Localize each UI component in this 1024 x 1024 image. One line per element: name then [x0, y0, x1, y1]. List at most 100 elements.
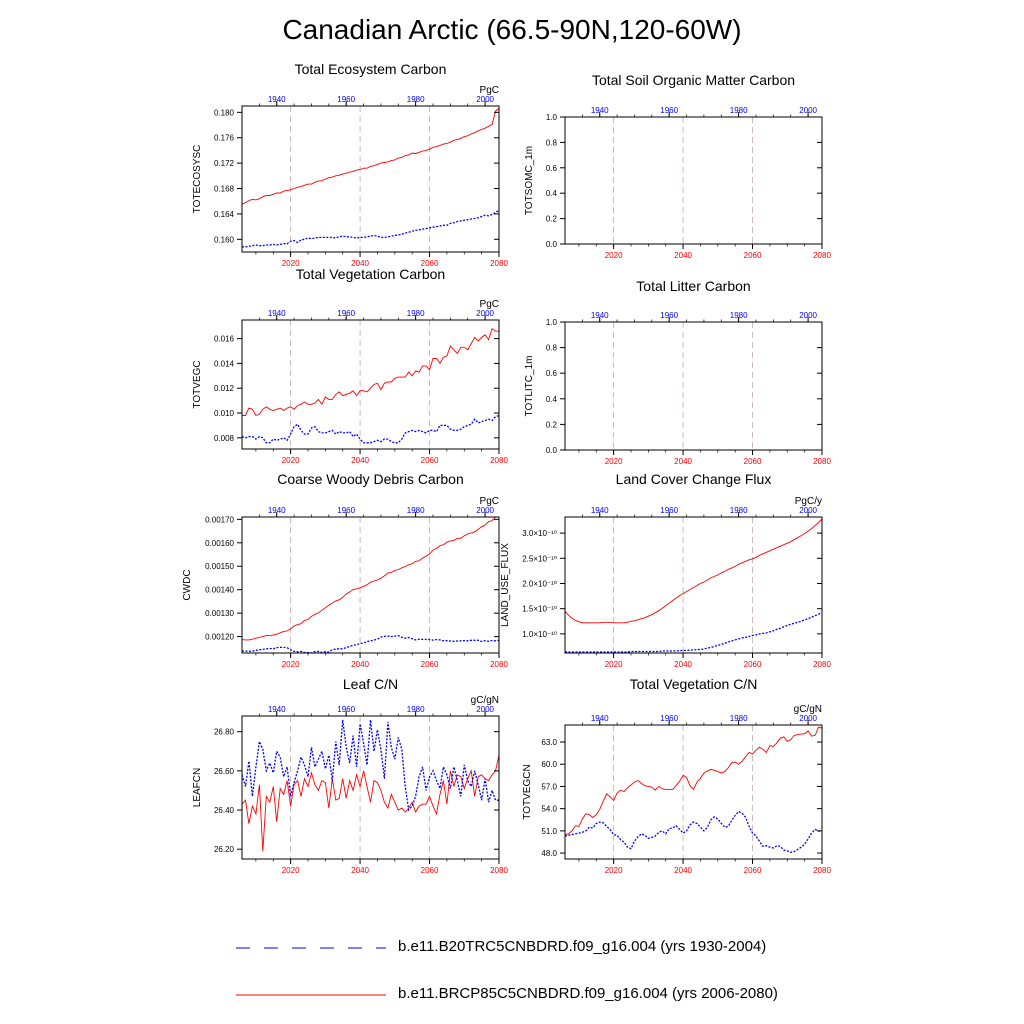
luf-hist-series	[565, 612, 823, 653]
totvegcn-top-tick-label: 1940	[591, 714, 609, 723]
luf-bottom-tick-label: 2080	[813, 660, 831, 669]
tec-y-tick-label: 0.168	[214, 185, 235, 194]
totvegcn-hist-series	[564, 810, 823, 853]
tec-bottom-tick-label: 2020	[282, 259, 300, 268]
vegc-y-tick-label: 0.010	[214, 409, 235, 418]
tec-top-tick-label: 1980	[407, 95, 425, 104]
vegc-bottom-tick-label: 2020	[282, 456, 300, 465]
somc-bottom-tick-label: 2060	[744, 251, 762, 260]
litc-bottom-tick-label: 2020	[605, 457, 623, 466]
totvegcn-bottom-tick-label: 2040	[674, 866, 692, 875]
totvegcn-bottom-tick-label: 2020	[605, 866, 623, 875]
leafcn-top-tick-label: 2000	[476, 705, 494, 714]
vegc-plot-frame	[241, 319, 500, 450]
tec-bottom-tick-label: 2040	[351, 259, 369, 268]
litc-title: Total Litter Carbon	[636, 278, 750, 294]
totvegcn-bottom-tick-label: 2080	[813, 866, 831, 875]
cwdc-bottom-tick-label: 2020	[282, 660, 300, 669]
totvegcn-y-tick-label: 51.0	[541, 827, 557, 836]
litc-y-tick-label: 0.6	[546, 369, 558, 378]
totvegcn-y-tick-label: 48.0	[541, 849, 557, 858]
totvegcn-y-tick-label: 60.0	[541, 760, 557, 769]
legend-swatches	[236, 947, 386, 996]
cwdc-y-tick-label: 0.00160	[205, 539, 234, 548]
somc-y-tick-label: 0.2	[546, 215, 558, 224]
leafcn-y-tick-label: 26.80	[214, 728, 235, 737]
totvegcn-y-tick-label: 63.0	[541, 738, 557, 747]
luf-y-tick-label: 2.5×10⁻¹⁰	[522, 554, 557, 563]
leafcn-y-tick-label: 26.40	[214, 806, 235, 815]
totvegcn-bottom-tick-label: 2060	[744, 866, 762, 875]
litc-y-axis-label: TOTLITC_1m	[524, 356, 535, 417]
totvegcn-top-tick-label: 2000	[799, 714, 817, 723]
somc-top-tick-label: 1940	[591, 106, 609, 115]
litc-bottom-tick-label: 2080	[813, 457, 831, 466]
tec-y-tick-label: 0.164	[214, 210, 235, 219]
tec-plot-frame	[241, 105, 500, 253]
vegc-top-tick-label: 2000	[476, 309, 494, 318]
vegc-y-axis-label: TOTVEGC	[192, 360, 203, 408]
vegc-bottom-tick-label: 2080	[490, 456, 508, 465]
leafcn-plot-frame	[241, 715, 500, 860]
cwdc-y-tick-label: 0.00140	[205, 586, 234, 595]
leafcn-y-tick-label: 26.20	[214, 845, 235, 854]
cwdc-future-series	[241, 516, 499, 641]
somc-bottom-tick-label: 2040	[674, 251, 692, 260]
tec-hist-series	[242, 209, 500, 248]
luf-y-tick-label: 3.0×10⁻¹⁰	[522, 529, 557, 538]
tec-bottom-tick-label: 2060	[421, 259, 439, 268]
litc-y-tick-label: 0.0	[546, 446, 558, 455]
luf-top-tick-label: 2000	[799, 506, 817, 515]
luf-top-tick-label: 1980	[730, 506, 748, 515]
luf-y-axis-label: LAND_USE_FLUX	[500, 543, 511, 627]
somc-title: Total Soil Organic Matter Carbon	[592, 72, 795, 88]
vegc-units: PgC	[480, 299, 499, 310]
totvegcn-y-axis-label: TOTVEGCN	[522, 764, 533, 819]
litc-y-tick-label: 0.2	[546, 420, 558, 429]
litc-top-tick-label: 1960	[660, 311, 678, 320]
leafcn-bottom-tick-label: 2080	[490, 866, 508, 875]
tec-y-axis-label: TOTECOSYSC	[192, 145, 203, 214]
somc-bottom-tick-label: 2020	[605, 251, 623, 260]
luf-y-tick-label: 2.0×10⁻¹⁰	[522, 579, 557, 588]
somc-y-tick-label: 0.4	[546, 189, 558, 198]
vegc-future-series	[242, 327, 499, 417]
leafcn-top-tick-label: 1980	[407, 705, 425, 714]
somc-plot-frame	[564, 116, 823, 245]
vegc-y-tick-label: 0.008	[214, 434, 235, 443]
vegc-y-tick-label: 0.016	[214, 335, 235, 344]
litc-y-tick-label: 0.8	[546, 344, 558, 353]
luf-units: PgC/y	[795, 496, 822, 507]
somc-top-tick-label: 1980	[730, 106, 748, 115]
cwdc-top-tick-label: 1960	[337, 506, 355, 515]
cwdc-y-tick-label: 0.00150	[205, 562, 234, 571]
litc-plot-frame	[564, 321, 823, 451]
tec-y-tick-label: 0.176	[214, 134, 235, 143]
luf-bottom-tick-label: 2060	[744, 660, 762, 669]
tec-top-tick-label: 1960	[337, 95, 355, 104]
vegc-top-tick-label: 1960	[337, 309, 355, 318]
litc-top-tick-label: 2000	[799, 311, 817, 320]
cwdc-bottom-tick-label: 2080	[490, 660, 508, 669]
cwdc-y-tick-label: 0.00120	[205, 633, 234, 642]
tec-top-tick-label: 2000	[476, 95, 494, 104]
totvegcn-future-series	[564, 726, 823, 836]
luf-top-tick-label: 1960	[660, 506, 678, 515]
leafcn-top-tick-label: 1960	[337, 705, 355, 714]
tec-top-tick-label: 1940	[268, 95, 286, 104]
litc-bottom-tick-label: 2060	[744, 457, 762, 466]
cwdc-y-axis-label: CWDC	[182, 569, 193, 600]
cwdc-units: PgC	[480, 496, 499, 507]
leafcn-units: gC/gN	[471, 695, 499, 706]
luf-title: Land Cover Change Flux	[616, 471, 772, 487]
vegc-bottom-tick-label: 2040	[351, 456, 369, 465]
luf-bottom-tick-label: 2020	[605, 660, 623, 669]
luf-bottom-tick-label: 2040	[674, 660, 692, 669]
vegc-top-tick-label: 1940	[268, 309, 286, 318]
legend-hist-label: b.e11.B20TRC5CNBDRD.f09_g16.004 (yrs 193…	[398, 938, 767, 955]
leafcn-future-series	[241, 755, 500, 852]
luf-y-tick-label: 1.5×10⁻¹⁰	[522, 605, 557, 614]
totvegcn-plot-frame	[564, 724, 823, 860]
tec-title: Total Ecosystem Carbon	[295, 61, 447, 77]
